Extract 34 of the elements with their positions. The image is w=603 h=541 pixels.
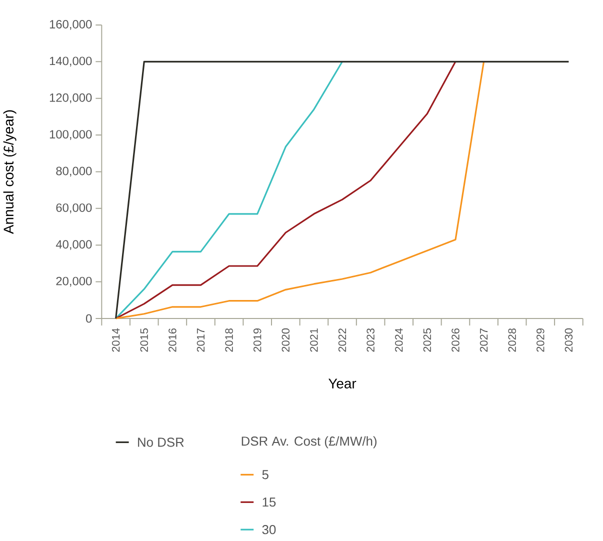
x-tick-label: 2026 xyxy=(452,328,460,352)
legend-label: 30 xyxy=(262,524,276,534)
x-tick-label: 2021 xyxy=(310,328,318,352)
x-tick-label: 2015 xyxy=(140,328,148,352)
y-tick-label: 80,000 xyxy=(56,166,92,177)
x-tick-label: 2030 xyxy=(564,328,573,352)
y-tick-label: 140,000 xyxy=(50,56,92,67)
x-tick-label: 2027 xyxy=(480,328,488,352)
x-tick-label: 2014 xyxy=(112,328,120,352)
x-tick-label: 2028 xyxy=(508,328,516,352)
x-tick-label: 2019 xyxy=(253,328,262,352)
x-tick-label: 2020 xyxy=(282,328,290,352)
x-tick-label: 2025 xyxy=(423,328,432,352)
line-series xyxy=(115,60,344,320)
x-tick-label: 2024 xyxy=(395,328,403,352)
x-tick-label: 2016 xyxy=(168,328,176,352)
x-tick-label: 2017 xyxy=(196,328,205,352)
y-tick-label: 120,000 xyxy=(50,93,92,104)
x-tick-label: 2018 xyxy=(225,328,233,352)
legend-title: DSR Av. Cost (£/MW/h) xyxy=(242,436,376,448)
y-tick-label: 160,000 xyxy=(50,20,92,30)
y-tick-label: 60,000 xyxy=(56,203,92,214)
y-axis-title: Annual cost (£/year) xyxy=(3,110,16,234)
y-tick-label: 40,000 xyxy=(56,240,92,250)
y-tick-label: 0 xyxy=(86,314,92,323)
legend-label: 5 xyxy=(262,470,268,480)
y-tick-label: 100,000 xyxy=(50,130,92,140)
x-axis-title: Year xyxy=(328,378,356,388)
x-tick-label: 2022 xyxy=(338,328,346,352)
legend-label: No DSR xyxy=(138,438,184,447)
x-tick-label: 2023 xyxy=(366,328,374,352)
legend-label: 15 xyxy=(262,498,276,507)
x-tick-label: 2029 xyxy=(536,328,544,352)
y-tick-label: 20,000 xyxy=(56,276,92,287)
